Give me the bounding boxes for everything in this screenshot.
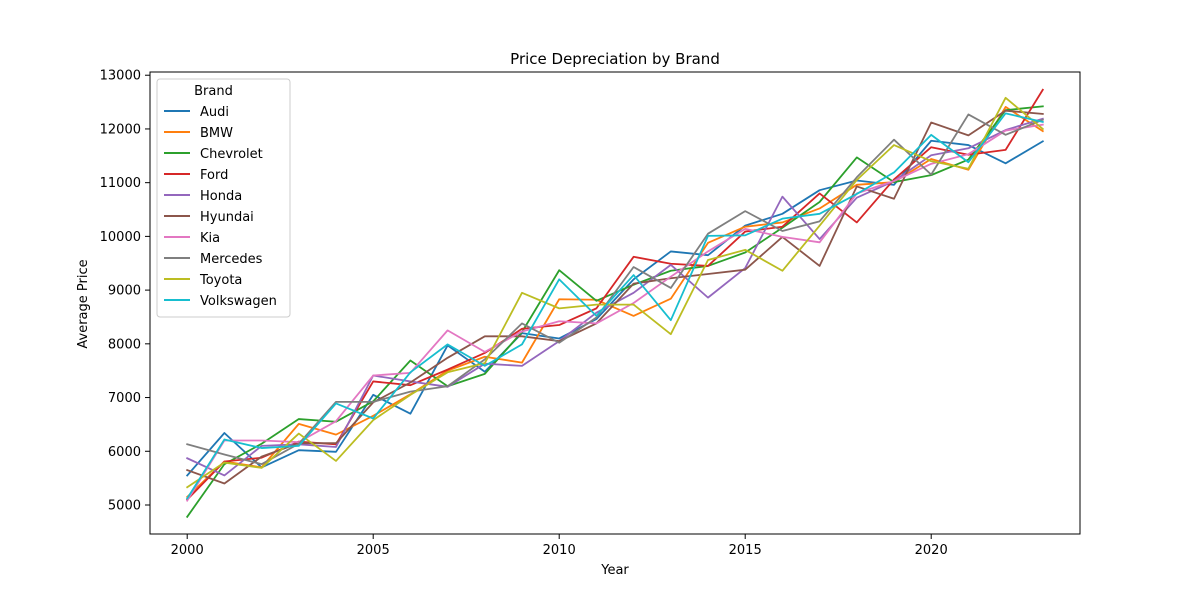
series-line-hyundai xyxy=(186,109,1044,485)
legend-label-ford: Ford xyxy=(200,168,228,183)
legend-label-mercedes: Mercedes xyxy=(200,252,263,267)
y-tick-label: 6000 xyxy=(108,445,141,460)
legend-box xyxy=(156,78,291,318)
y-tick-label: 8000 xyxy=(108,337,141,352)
y-tick-label: 7000 xyxy=(108,391,141,406)
x-tick-label: 2000 xyxy=(171,543,204,558)
series-line-toyota xyxy=(185,96,1045,489)
axes: 2000 2005 2010 2015 2020 5000 6000 7000 8000 9000… xyxy=(100,69,1081,558)
legend-label-hyundai: Hyundai xyxy=(200,210,254,225)
x-axis-title: Year xyxy=(600,563,629,578)
y-tick-label: 5000 xyxy=(108,498,141,513)
legend-label-volkswagen: Volkswagen xyxy=(200,294,277,309)
chart-title: Price Depreciation by Brand xyxy=(510,50,720,68)
plot-frame xyxy=(149,71,1081,535)
x-tick-label: 2020 xyxy=(915,543,948,558)
x-tick-label: 2010 xyxy=(543,543,576,558)
legend-label-chevrolet: Chevrolet xyxy=(200,147,263,162)
y-tick-label: 12000 xyxy=(100,122,141,137)
x-tick-label: 2015 xyxy=(729,543,762,558)
y-tick-label: 9000 xyxy=(108,284,141,299)
legend: Brand Audi BMW Chevrolet Ford Honda Hyundai Kia… xyxy=(156,78,291,318)
legend-title: Brand xyxy=(194,84,233,99)
x-tick-label: 2005 xyxy=(357,543,390,558)
y-axis-title: Average Price xyxy=(76,259,91,348)
y-tick-label: 10000 xyxy=(100,230,141,245)
series-line-kia xyxy=(185,123,1044,502)
y-tick-label: 13000 xyxy=(100,69,141,84)
legend-label-toyota: Toyota xyxy=(199,273,242,288)
legend-label-audi: Audi xyxy=(200,105,229,120)
y-tick-label: 11000 xyxy=(100,176,141,191)
legend-label-kia: Kia xyxy=(200,231,220,246)
legend-label-bmw: BMW xyxy=(200,126,233,141)
series-line-volkswagen xyxy=(185,112,1044,500)
series-line-mercedes xyxy=(186,113,1044,466)
plot-area xyxy=(185,88,1045,519)
legend-label-honda: Honda xyxy=(200,189,242,204)
